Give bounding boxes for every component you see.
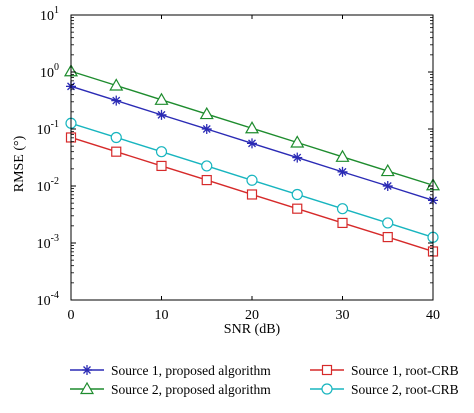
data-point — [154, 92, 169, 105]
data-point — [244, 121, 260, 134]
data-point — [321, 364, 333, 376]
data-point — [199, 106, 214, 120]
data-point — [110, 131, 122, 144]
data-point — [291, 188, 303, 201]
data-point — [201, 174, 212, 186]
x-tick-label: 20 — [245, 308, 259, 323]
data-point — [380, 163, 395, 177]
data-point — [246, 189, 258, 200]
legend: Source 1, proposed algorithm Source 2, pr… — [70, 363, 459, 397]
y-tick-label: 101 — [40, 5, 59, 24]
legend-label: Source 1, proposed algorithm — [111, 363, 271, 378]
data-point — [336, 203, 349, 215]
data-point — [337, 166, 348, 177]
y-tick-base: 10 — [37, 237, 51, 252]
legend-label: Source 2, root-CRB — [351, 382, 459, 397]
legend-label: Source 2, proposed algorithm — [111, 382, 271, 397]
legend-entry: Source 2, root-CRB — [310, 382, 459, 397]
data-point — [109, 78, 124, 91]
y-tick-base: 10 — [37, 123, 51, 138]
y-tick-exponent: 1 — [54, 5, 59, 16]
legend-entry: Source 1, root-CRB — [310, 363, 459, 378]
y-tick-exponent: 0 — [54, 62, 59, 73]
data-point — [382, 217, 394, 229]
series-1 — [66, 81, 438, 206]
data-point — [335, 149, 350, 162]
data-point — [155, 146, 168, 158]
data-point — [382, 181, 393, 191]
data-point — [111, 95, 122, 106]
data-point — [111, 146, 122, 157]
x-tick-label: 0 — [68, 308, 75, 323]
data-point — [246, 174, 258, 186]
data-point — [156, 109, 167, 120]
y-axis-label: RMSE (°) — [12, 135, 27, 192]
series-4 — [65, 117, 439, 243]
y-tick-label: 100 — [40, 62, 59, 81]
y-tick-exponent: -4 — [51, 290, 59, 301]
x-tick-label: 10 — [155, 308, 169, 323]
y-tick-label: 10-2 — [37, 176, 59, 195]
data-point — [156, 160, 167, 172]
legend-entry: Source 1, proposed algorithm — [70, 363, 271, 378]
data-point — [382, 231, 393, 243]
data-point — [79, 381, 95, 395]
y-tick-label: 10-4 — [37, 290, 59, 309]
y-tick-label: 10-1 — [37, 119, 59, 138]
data-point — [292, 152, 303, 163]
data-point — [337, 217, 348, 229]
y-tick-exponent: -3 — [51, 233, 59, 244]
y-tick-base: 10 — [37, 180, 51, 195]
y-tick-label: 10-3 — [37, 233, 59, 252]
legend-label: Source 1, root-CRB — [351, 363, 459, 378]
data-point — [201, 124, 212, 134]
data-point — [201, 160, 213, 172]
data-point — [321, 383, 333, 395]
data-point — [292, 203, 303, 214]
x-tick-label: 30 — [336, 308, 350, 323]
y-tick-base: 10 — [40, 9, 54, 24]
data-point — [290, 135, 305, 148]
y-tick-exponent: -2 — [51, 176, 59, 187]
data-point — [82, 365, 92, 375]
x-tick-label: 40 — [426, 308, 440, 323]
y-tick-base: 10 — [37, 294, 51, 309]
y-tick-base: 10 — [40, 66, 54, 81]
y-tick-exponent: -1 — [51, 119, 59, 130]
data-point — [247, 138, 257, 149]
x-axis-label: SNR (dB) — [224, 322, 281, 337]
legend-entry: Source 2, proposed algorithm — [70, 381, 271, 397]
